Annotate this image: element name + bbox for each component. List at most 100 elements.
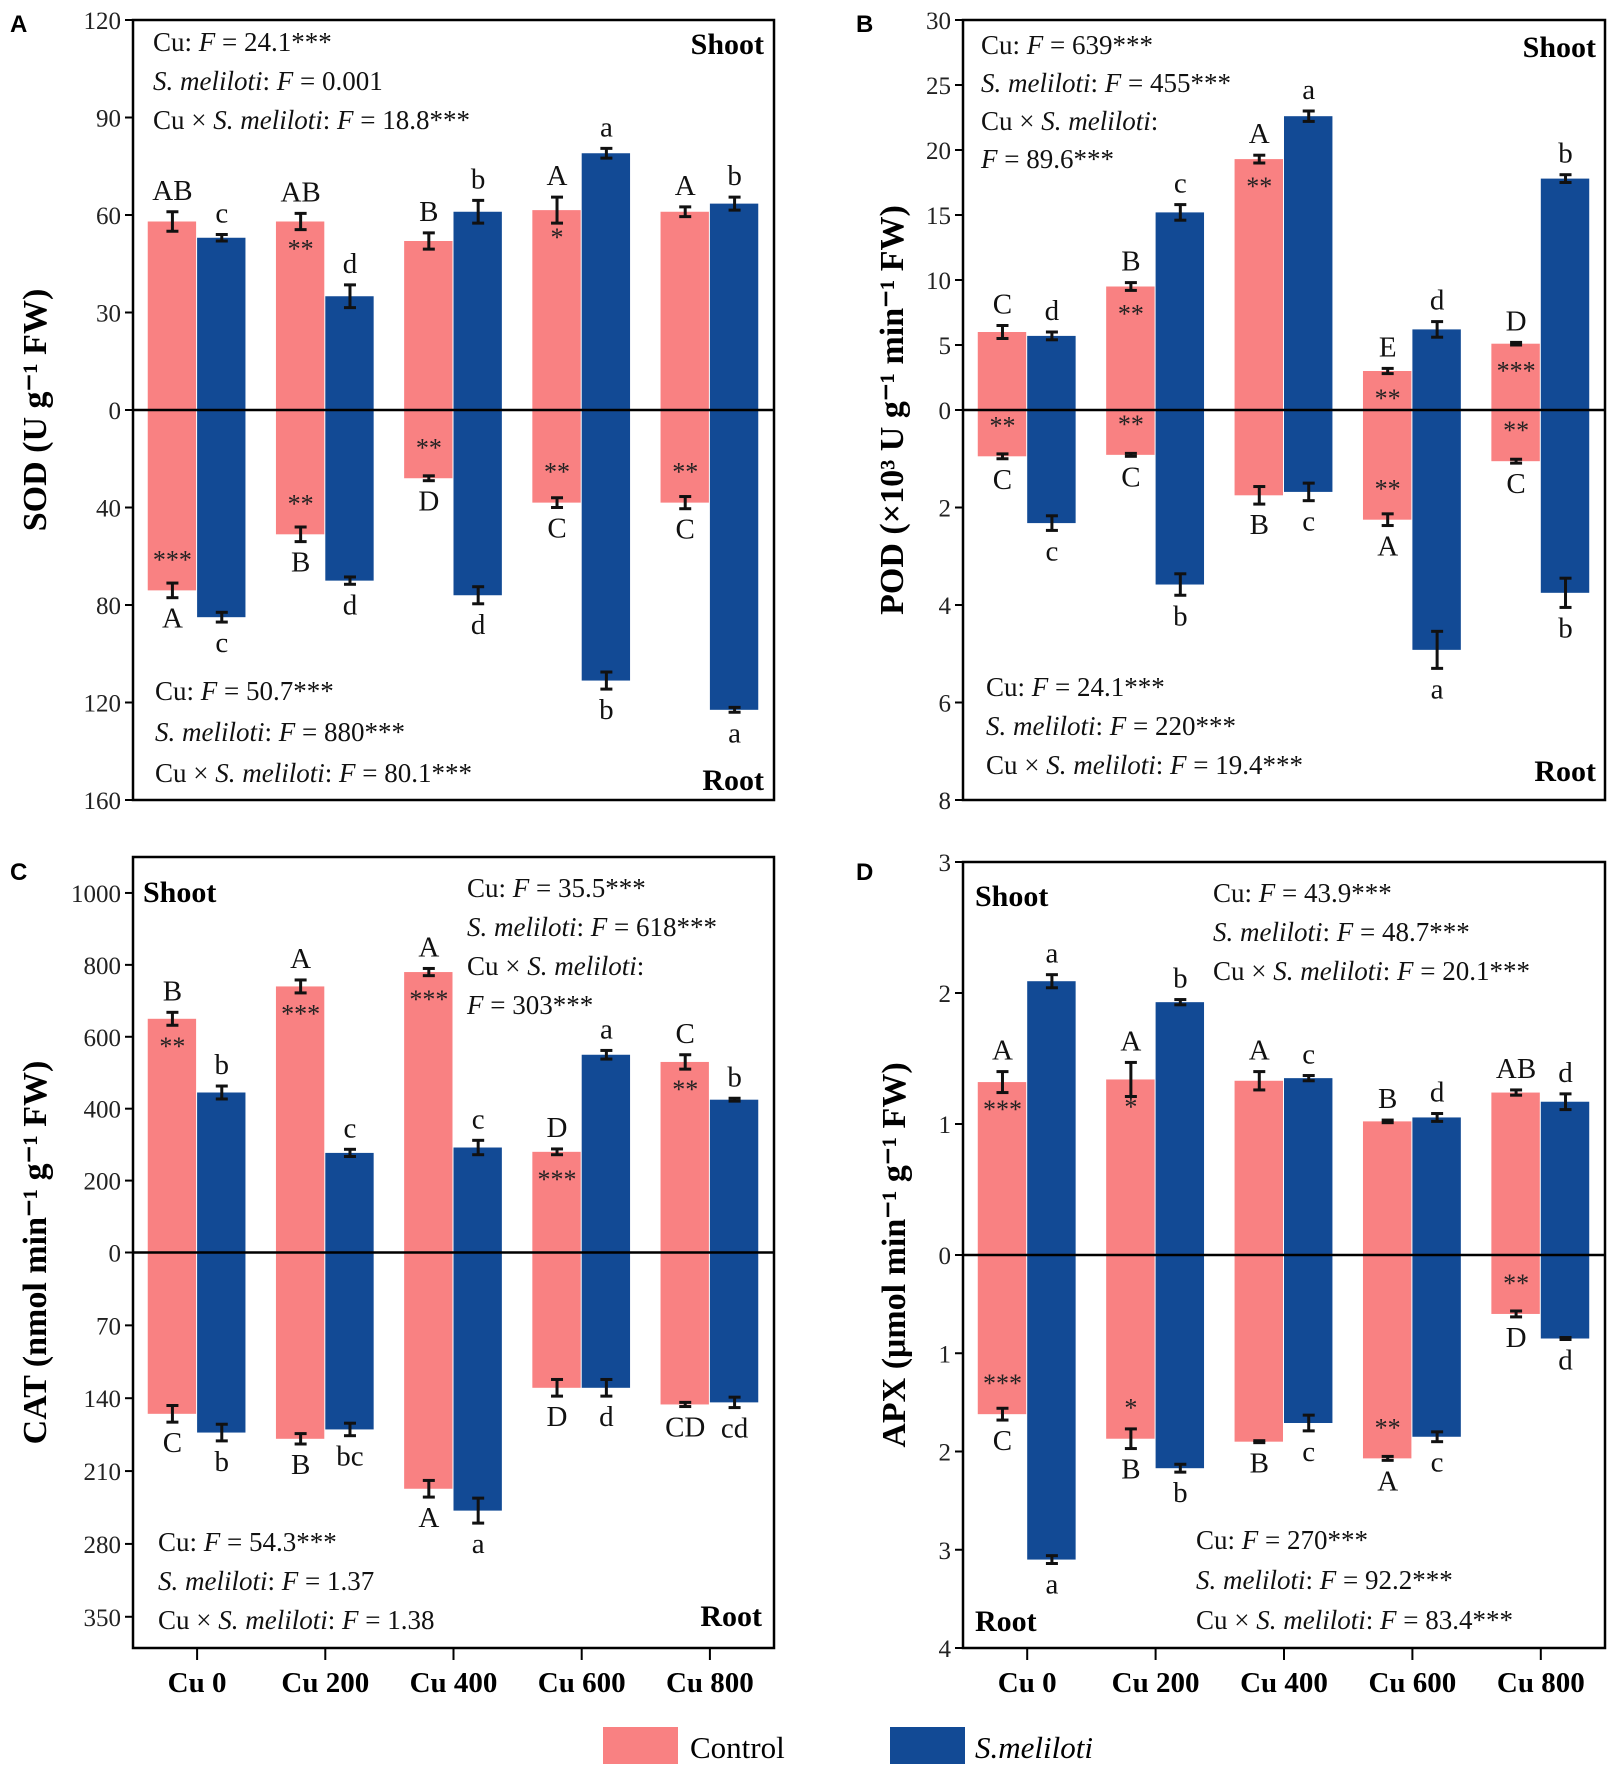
significance-letter: C xyxy=(676,1018,695,1050)
y-axis-label: POD (×10³ U g⁻¹ min⁻¹ FW) xyxy=(874,205,911,615)
bar-root-control-3 xyxy=(532,1252,581,1388)
y-tick-label: 120 xyxy=(84,8,122,35)
x-tick-label: Cu 0 xyxy=(998,1667,1057,1699)
significance-letter: B xyxy=(291,1449,310,1481)
significance-letter: a xyxy=(728,717,741,749)
significance-letter: c xyxy=(344,1112,357,1144)
bar-shoot-s_meliloti-0 xyxy=(1027,335,1076,410)
significance-letter: b xyxy=(727,160,742,192)
significance-letter: c xyxy=(1302,506,1315,538)
root-anova-stat: S. meliloti: F = 1.37 xyxy=(158,1566,374,1596)
significance-letter: D xyxy=(418,486,439,518)
y-tick-label: 350 xyxy=(84,1605,122,1632)
bar-root-control-0 xyxy=(977,1255,1027,1415)
significance-letter: d xyxy=(471,609,486,641)
shoot-anova-stat: Cu × S. meliloti: F = 18.8*** xyxy=(153,105,470,135)
bar-shoot-control-3 xyxy=(532,210,581,410)
y-tick-label: 0 xyxy=(109,398,122,425)
y-axis-label: APX (μmol min⁻¹ g⁻¹ FW) xyxy=(876,1062,913,1447)
significance-letter: A xyxy=(1249,118,1270,150)
bar-root-control-4 xyxy=(660,410,709,503)
significance-stars: * xyxy=(1124,1394,1137,1423)
significance-letter: c xyxy=(1302,1039,1315,1071)
significance-letter: b xyxy=(215,1446,230,1478)
x-tick-label: Cu 600 xyxy=(538,1667,626,1699)
bar-root-s_meliloti-4 xyxy=(1540,410,1590,593)
significance-stars: *** xyxy=(538,1165,577,1194)
x-tick-label: Cu 200 xyxy=(281,1667,369,1699)
significance-letter: B xyxy=(1250,509,1269,541)
significance-stars: ** xyxy=(672,1075,698,1104)
bar-root-s_meliloti-3 xyxy=(1412,1255,1461,1437)
panel-letter: D xyxy=(856,859,873,886)
significance-letter: a xyxy=(1431,673,1444,705)
bar-root-s_meliloti-4 xyxy=(709,1252,759,1403)
significance-letter: c xyxy=(215,198,228,230)
bar-shoot-s_meliloti-3 xyxy=(581,1054,631,1253)
root-label: Root xyxy=(702,764,764,797)
legend-label: S.meliloti xyxy=(975,1730,1093,1765)
y-tick-label: 80 xyxy=(96,593,121,620)
significance-letter: b xyxy=(599,694,614,726)
root-label: Root xyxy=(700,1600,762,1633)
y-tick-label: 160 xyxy=(84,788,122,815)
bar-shoot-s_meliloti-2 xyxy=(453,1147,502,1253)
significance-letter: A xyxy=(1120,1025,1141,1057)
root-anova-stat: Cu: F = 270*** xyxy=(1196,1525,1368,1555)
y-tick-label: 8 xyxy=(939,788,952,815)
significance-stars: ** xyxy=(159,1032,185,1061)
root-label: Root xyxy=(975,1605,1037,1638)
bar-shoot-s_meliloti-3 xyxy=(581,153,631,410)
bar-shoot-s_meliloti-1 xyxy=(1155,1002,1205,1255)
bar-shoot-s_meliloti-4 xyxy=(709,1099,759,1253)
root-label: Root xyxy=(1534,755,1596,788)
bar-shoot-s_meliloti-1 xyxy=(1155,212,1205,410)
bar-shoot-s_meliloti-3 xyxy=(1412,1117,1461,1255)
x-tick-label: Cu 600 xyxy=(1368,1667,1456,1699)
significance-letter: c xyxy=(472,1103,485,1135)
y-tick-label: 25 xyxy=(926,73,951,100)
legend-label: Control xyxy=(690,1730,785,1765)
significance-letter: d xyxy=(1430,1077,1445,1109)
shoot-anova-stat: Cu × S. meliloti: xyxy=(981,106,1158,136)
significance-letter: C xyxy=(676,514,695,546)
significance-stars: ** xyxy=(672,458,698,487)
bar-shoot-s_meliloti-2 xyxy=(453,211,502,410)
significance-letter: AB xyxy=(280,176,320,208)
bar-root-control-4 xyxy=(1491,410,1540,462)
y-tick-label: 2 xyxy=(939,496,952,523)
significance-letter: C xyxy=(993,289,1012,321)
shoot-anova-stat: S. meliloti: F = 618*** xyxy=(467,912,717,942)
bar-shoot-control-2 xyxy=(1234,1080,1283,1255)
bar-root-s_meliloti-3 xyxy=(1412,410,1461,650)
shoot-anova-stat: S. meliloti: F = 455*** xyxy=(981,68,1231,98)
legend: Control S.meliloti xyxy=(603,1727,1093,1765)
y-tick-label: 15 xyxy=(926,203,951,230)
bar-root-s_meliloti-0 xyxy=(197,1252,246,1433)
root-anova-stat: Cu × S. meliloti: F = 1.38 xyxy=(158,1605,435,1635)
significance-letter: d xyxy=(1558,1344,1573,1376)
bar-shoot-s_meliloti-1 xyxy=(325,1152,374,1253)
significance-stars: *** xyxy=(983,1369,1022,1398)
bar-shoot-control-4 xyxy=(1491,1092,1540,1255)
root-anova-stat: Cu × S. meliloti: F = 80.1*** xyxy=(155,758,472,788)
bar-root-s_meliloti-2 xyxy=(1284,1255,1333,1424)
y-tick-label: 90 xyxy=(96,106,121,133)
shoot-anova-stat: S. meliloti: F = 48.7*** xyxy=(1213,917,1470,947)
significance-stars: ** xyxy=(288,489,314,518)
bar-shoot-control-0 xyxy=(147,221,197,410)
significance-letter: B xyxy=(1121,246,1140,278)
bar-root-control-1 xyxy=(275,410,325,535)
significance-letter: b xyxy=(1173,963,1188,995)
significance-letter: B xyxy=(291,547,310,579)
y-tick-label: 2 xyxy=(939,1440,952,1467)
shoot-anova-stat: Cu: F = 24.1*** xyxy=(153,27,332,57)
bar-root-s_meliloti-0 xyxy=(197,410,246,618)
significance-stars: ** xyxy=(1118,300,1144,329)
y-tick-label: 40 xyxy=(96,496,121,523)
significance-letter: C xyxy=(993,464,1012,496)
bar-shoot-control-0 xyxy=(147,1018,197,1253)
y-tick-label: 0 xyxy=(109,1241,122,1268)
